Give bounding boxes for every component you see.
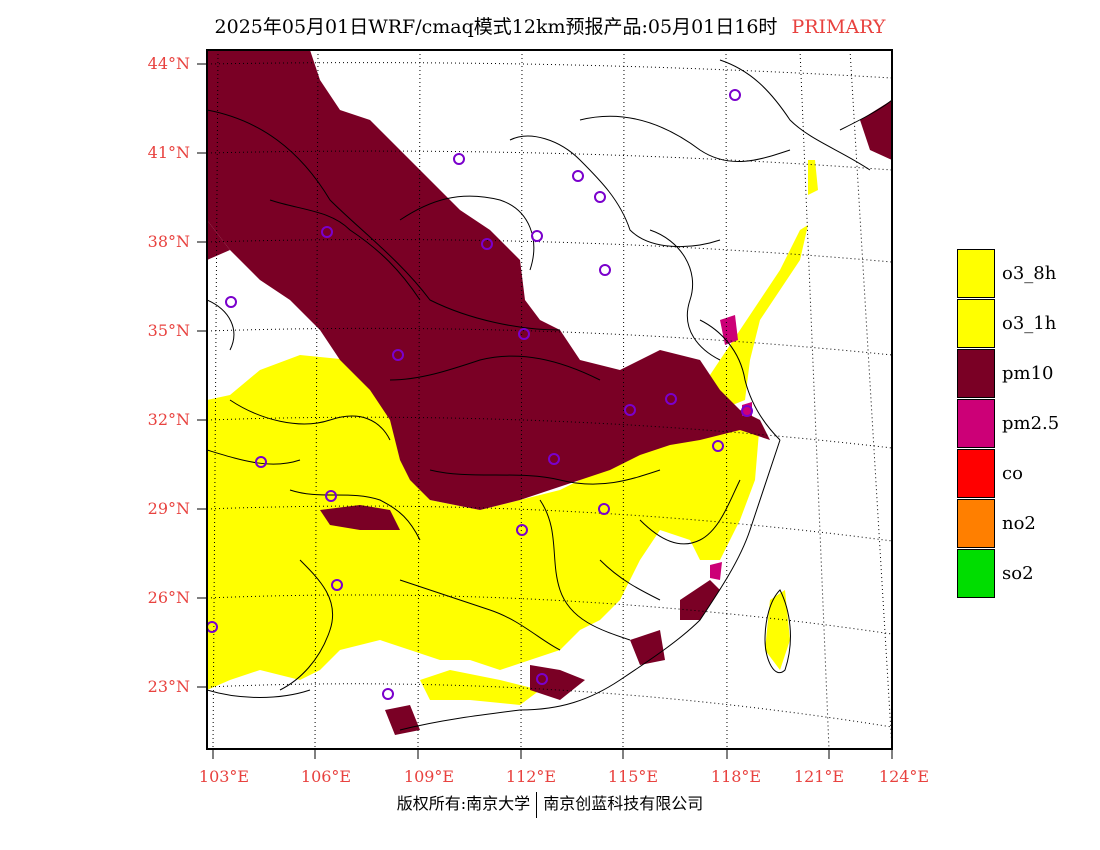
legend-label: pm2.5 — [1002, 413, 1060, 434]
lat-label: 32°N — [147, 410, 190, 429]
lat-label: 35°N — [147, 321, 190, 340]
station-marker — [516, 524, 528, 536]
legend-label: pm10 — [1002, 363, 1054, 384]
legend-label: co — [1002, 463, 1023, 484]
map-title: 2025年05月01日WRF/cmaq模式12km预报产品:05月01日16时 P… — [0, 12, 1100, 39]
station-marker — [225, 296, 237, 308]
legend-swatch — [957, 449, 995, 498]
station-marker — [572, 170, 584, 182]
legend-swatch — [957, 499, 995, 548]
legend-swatch — [957, 399, 995, 448]
lon-label: 121°E — [793, 767, 845, 786]
legend-label: o3_1h — [1002, 313, 1057, 334]
legend-swatch — [957, 349, 995, 398]
station-markers — [207, 89, 753, 700]
lon-label: 124°E — [878, 767, 930, 786]
copyright-left: 版权所有:南京大学 — [396, 794, 531, 813]
ozone-region — [207, 160, 818, 705]
station-marker — [392, 349, 404, 361]
legend-label: o3_8h — [1002, 263, 1057, 284]
lon-label: 112°E — [505, 767, 557, 786]
legend-swatch — [957, 299, 995, 348]
pm25-region — [710, 315, 752, 580]
station-marker — [325, 490, 337, 502]
station-marker — [207, 621, 218, 633]
station-marker — [255, 456, 267, 468]
station-marker — [712, 440, 724, 452]
map-title-main: 2025年05月01日WRF/cmaq模式12km预报产品:05月01日16时 — [214, 16, 778, 38]
graticule-parallels — [207, 62, 892, 728]
legend-label: so2 — [1002, 563, 1034, 584]
lat-label: 38°N — [147, 232, 190, 251]
lon-label: 103°E — [198, 767, 250, 786]
graticule-meridians — [212, 50, 892, 749]
lon-ticks — [212, 749, 893, 759]
footer-separator — [536, 791, 538, 818]
station-marker — [729, 89, 741, 101]
legend-label: no2 — [1002, 513, 1036, 534]
station-marker — [382, 688, 394, 700]
lat-ticks — [197, 63, 207, 688]
station-marker — [453, 153, 465, 165]
station-marker — [548, 453, 560, 465]
lat-label: 29°N — [147, 499, 190, 518]
lon-label: 106°E — [300, 767, 352, 786]
station-marker — [536, 673, 548, 685]
station-marker — [531, 230, 543, 242]
station-marker — [321, 226, 333, 238]
lon-label: 109°E — [403, 767, 455, 786]
lat-label: 41°N — [147, 143, 190, 162]
legend-swatch — [957, 249, 995, 298]
copyright-footer: 版权所有:南京大学 南京创蓝科技有限公司 — [0, 790, 1100, 818]
lon-label: 118°E — [710, 767, 762, 786]
station-marker — [598, 503, 610, 515]
station-marker — [331, 579, 343, 591]
station-marker — [481, 238, 493, 250]
lat-label: 44°N — [147, 54, 190, 73]
lat-label: 23°N — [147, 677, 190, 696]
station-marker — [518, 328, 530, 340]
station-marker — [594, 191, 606, 203]
station-marker — [741, 405, 753, 417]
copyright-right: 南京创蓝科技有限公司 — [543, 794, 704, 813]
station-marker — [665, 393, 677, 405]
legend-swatch — [957, 549, 995, 598]
lon-label: 115°E — [607, 767, 659, 786]
lat-label: 26°N — [147, 588, 190, 607]
map-title-tag: PRIMARY — [791, 16, 886, 38]
map-content — [207, 50, 892, 749]
station-marker — [599, 264, 611, 276]
station-marker — [624, 404, 636, 416]
map-frame — [206, 49, 893, 750]
boundary-lines — [207, 59, 892, 731]
